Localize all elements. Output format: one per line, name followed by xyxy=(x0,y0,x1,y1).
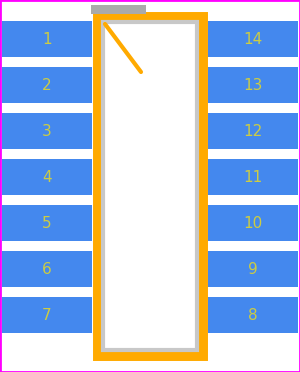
Text: 12: 12 xyxy=(243,124,262,138)
Text: 9: 9 xyxy=(248,262,258,276)
Bar xyxy=(2,113,92,149)
Bar xyxy=(208,251,298,287)
Bar xyxy=(208,159,298,195)
Text: 14: 14 xyxy=(243,32,262,46)
Bar xyxy=(2,67,92,103)
Bar xyxy=(2,21,92,57)
Bar xyxy=(2,159,92,195)
Bar xyxy=(208,205,298,241)
Bar xyxy=(96,15,204,357)
Text: 5: 5 xyxy=(42,215,52,231)
Bar xyxy=(103,22,197,350)
Text: 3: 3 xyxy=(42,124,52,138)
Text: 11: 11 xyxy=(243,170,262,185)
Text: 7: 7 xyxy=(42,308,52,323)
Bar xyxy=(2,251,92,287)
Text: 1: 1 xyxy=(42,32,52,46)
Text: 6: 6 xyxy=(42,262,52,276)
Text: 10: 10 xyxy=(243,215,262,231)
Bar xyxy=(208,297,298,333)
Bar xyxy=(208,113,298,149)
Bar xyxy=(91,5,146,14)
Bar xyxy=(96,15,204,357)
Text: 13: 13 xyxy=(243,77,263,93)
Bar xyxy=(2,297,92,333)
Bar xyxy=(208,21,298,57)
Bar xyxy=(2,205,92,241)
Text: 2: 2 xyxy=(42,77,52,93)
Text: 8: 8 xyxy=(248,308,258,323)
Bar xyxy=(208,67,298,103)
Text: 4: 4 xyxy=(42,170,52,185)
